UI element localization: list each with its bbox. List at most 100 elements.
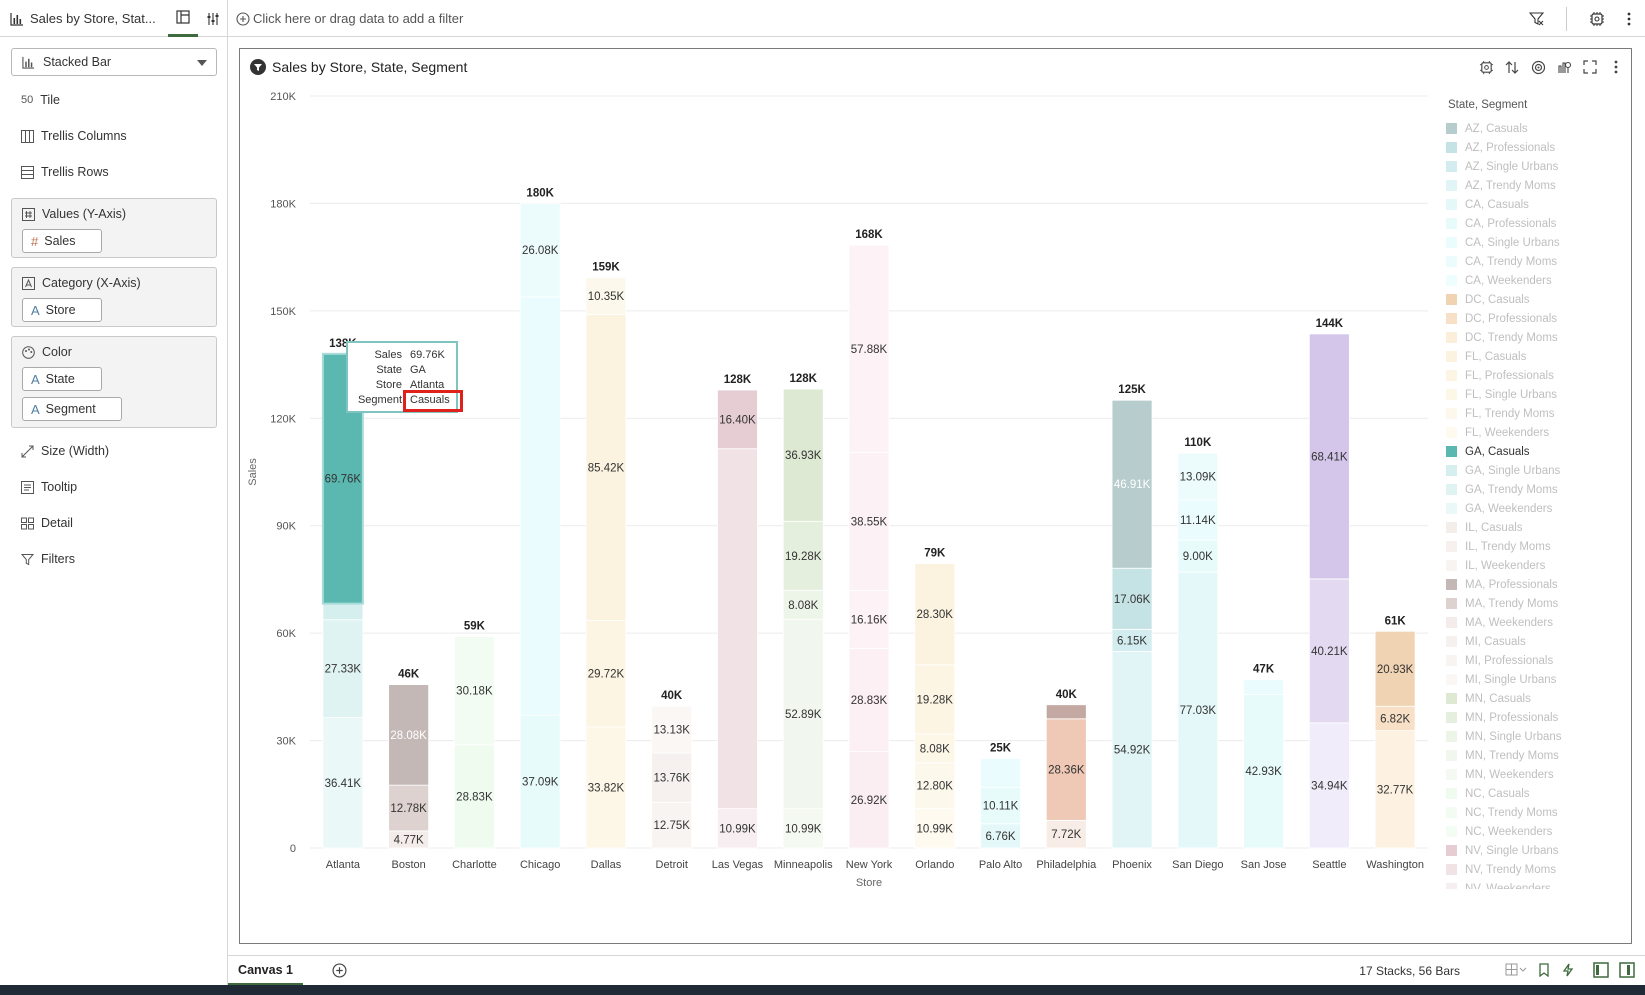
filter-funnel-icon[interactable] [1529,11,1544,26]
target-icon[interactable] [1529,58,1547,76]
tab-properties[interactable] [198,0,228,37]
bar-segment-dallas[interactable] [585,277,627,315]
bar-segment-orlando[interactable] [914,664,956,735]
legend-item[interactable]: AZ, Single Urbans [1446,157,1636,176]
sort-icon[interactable] [1503,58,1521,76]
bookmark-icon[interactable] [1537,963,1551,977]
legend-item[interactable]: GA, Casuals [1446,442,1636,461]
bar-segment-washington[interactable] [1374,730,1416,849]
tab-canvas-1[interactable]: Canvas 1 [228,956,303,986]
legend-item[interactable]: AZ, Professionals [1446,138,1636,157]
bar-segment-san-diego[interactable] [1177,499,1219,541]
legend-item[interactable]: AZ, Casuals [1446,119,1636,138]
bar-segment-san-jose[interactable] [1243,679,1284,695]
layout-icon[interactable] [1505,963,1527,977]
bar-segment-minneapolis[interactable] [782,388,824,522]
legend-item[interactable]: FL, Casuals [1446,347,1636,366]
bar-segment-new-york[interactable] [848,751,890,849]
bar-segment-orlando[interactable] [914,808,956,849]
legend-item[interactable]: MA, Weekenders [1446,613,1636,632]
legend-item[interactable]: GA, Weekenders [1446,499,1636,518]
legend-item[interactable]: DC, Casuals [1446,290,1636,309]
bar-segment-detroit[interactable] [651,705,693,754]
bar-segment-charlotte[interactable] [454,636,495,746]
bar-segment-dallas[interactable] [585,314,627,621]
legend-item[interactable]: CA, Single Urbans [1446,233,1636,252]
pill-segment[interactable]: A Segment [22,397,122,421]
bar-segment-las-vegas[interactable] [717,808,758,849]
legend-item[interactable]: FL, Professionals [1446,366,1636,385]
legend-item[interactable]: MN, Professionals [1446,708,1636,727]
workbook-title[interactable]: Sales by Store, Stat... [30,11,156,26]
bar-segment-charlotte[interactable] [454,744,495,849]
grammar-row-trellis-columns[interactable]: Trellis Columns [21,126,127,146]
bar-segment-washington[interactable] [1374,705,1416,732]
add-canvas-icon[interactable] [332,963,347,978]
bar-segment-san-diego[interactable] [1177,452,1219,501]
bar-segment-new-york[interactable] [848,590,890,649]
bar-segment-seattle[interactable] [1308,722,1350,849]
bar-segment-philadelphia[interactable] [1045,704,1087,720]
bar-segment-san-jose[interactable] [1243,693,1284,849]
bar-segment-seattle[interactable] [1308,333,1350,580]
viz-menu-icon[interactable] [250,59,266,75]
legend-item[interactable]: CA, Casuals [1446,195,1636,214]
bar-segment-detroit[interactable] [651,801,693,849]
bar-segment-phoenix[interactable] [1111,399,1153,569]
values-drop-target[interactable]: Values (Y-Axis) # Sales [11,198,217,258]
bar-segment-palo-alto[interactable] [980,758,1021,788]
legend-item[interactable]: CA, Professionals [1446,214,1636,233]
bar-segment-atlanta[interactable] [322,603,364,621]
legend-item[interactable]: MN, Single Urbans [1446,727,1636,746]
visualization[interactable]: Sales by Store, State, Segment [239,48,1632,944]
pill-store[interactable]: A Store [22,298,102,322]
more-vertical-icon[interactable] [1627,12,1631,26]
more-vertical-icon[interactable] [1607,58,1625,76]
right-panel-toggle-icon[interactable] [1619,962,1635,978]
tab-grammar[interactable] [168,0,198,37]
legend-item[interactable]: IL, Casuals [1446,518,1636,537]
bar-segment-minneapolis[interactable] [782,589,824,620]
legend-item[interactable]: MA, Professionals [1446,575,1636,594]
bar-segment-dallas[interactable] [585,726,627,849]
settings-chip-icon[interactable] [1589,11,1605,27]
bar-segment-chicago[interactable] [519,203,561,298]
legend-item[interactable]: NC, Weekenders [1446,822,1636,841]
bar-segment-philadelphia[interactable] [1045,718,1087,821]
legend-item[interactable]: AZ, Trendy Moms [1446,176,1636,195]
legend-item[interactable]: GA, Single Urbans [1446,461,1636,480]
color-drop-target[interactable]: Color A State A Segment [11,336,217,428]
bar-segment-minneapolis[interactable] [782,520,824,591]
legend-item[interactable]: MN, Casuals [1446,689,1636,708]
grammar-row-detail[interactable]: Detail [21,513,73,533]
legend-item[interactable]: DC, Trendy Moms [1446,328,1636,347]
bar-segment-phoenix[interactable] [1111,567,1153,630]
legend-item[interactable]: GA, Trendy Moms [1446,480,1636,499]
bar-segment-las-vegas[interactable] [717,448,758,810]
legend-item[interactable]: CA, Weekenders [1446,271,1636,290]
legend-item[interactable]: MI, Professionals [1446,651,1636,670]
legend-item[interactable]: FL, Trendy Moms [1446,404,1636,423]
pill-sales[interactable]: # Sales [22,229,102,253]
legend-item[interactable]: IL, Weekenders [1446,556,1636,575]
bar-segment-orlando[interactable] [914,563,956,666]
explain-icon[interactable] [1555,58,1573,76]
bar-segment-new-york[interactable] [848,244,890,453]
legend-item[interactable]: NC, Trendy Moms [1446,803,1636,822]
maximize-icon[interactable] [1581,58,1599,76]
legend-item[interactable]: CA, Trendy Moms [1446,252,1636,271]
category-drop-target[interactable]: Category (X-Axis) A Store [11,267,217,327]
bar-segment-detroit[interactable] [651,752,693,803]
legend-item[interactable]: MI, Casuals [1446,632,1636,651]
grammar-row-filters[interactable]: Filters [21,549,75,569]
legend-item[interactable]: NV, Trendy Moms [1446,860,1636,879]
bar-segment-chicago[interactable] [519,714,561,849]
bar-segment-orlando[interactable] [914,762,956,810]
bar-segment-seattle[interactable] [1308,578,1350,724]
grammar-row-trellis-rows[interactable]: Trellis Rows [21,162,109,182]
chart-type-dropdown[interactable]: Stacked Bar [11,48,217,76]
bar-segment-chicago[interactable] [519,296,561,716]
bar-segment-san-diego[interactable] [1177,539,1219,573]
bar-segment-boston[interactable] [388,684,430,786]
bar-segment-new-york[interactable] [848,647,890,753]
